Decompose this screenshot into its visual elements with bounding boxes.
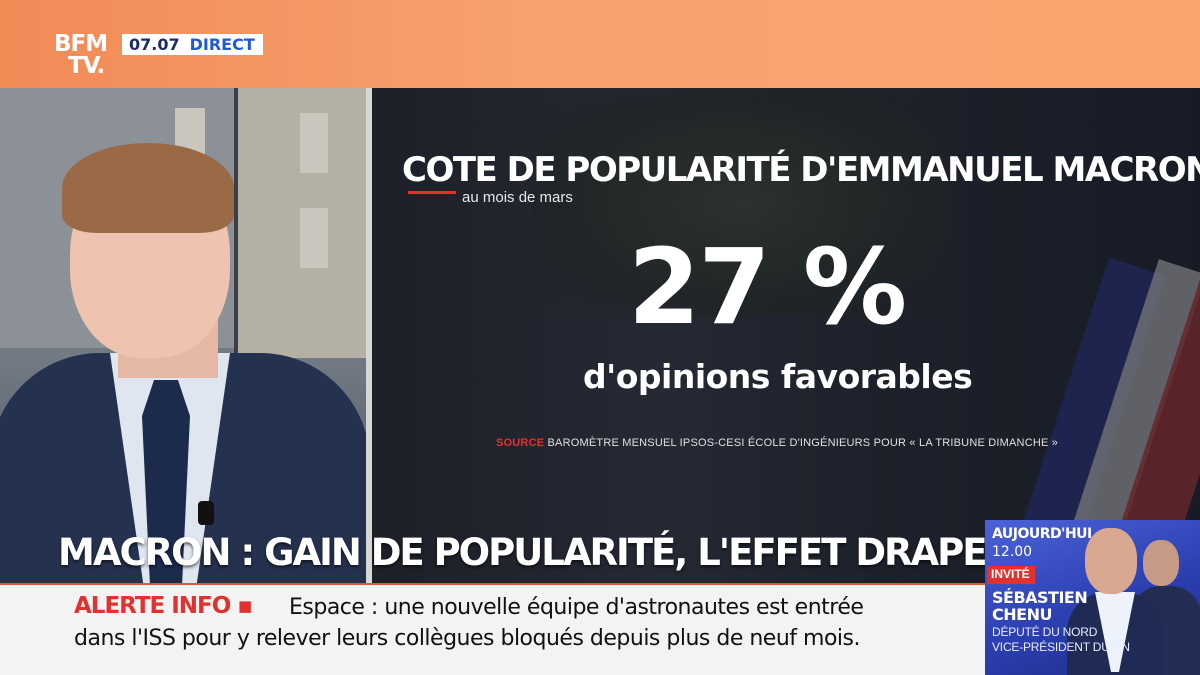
time-live-bar: 07.07 DIRECT [122, 34, 263, 55]
guest-last-name: CHENU [992, 605, 1052, 624]
live-label: DIRECT [189, 35, 255, 54]
clock-time: 07.07 [129, 35, 180, 54]
source-label: SOURCE [496, 437, 545, 449]
panel-divider [366, 88, 372, 588]
lapel-mic-icon [198, 501, 214, 525]
graphic-subtitle: au mois de mars [462, 189, 573, 206]
guest-first-name: SÉBASTIEN [992, 588, 1088, 607]
background-photo [372, 88, 1200, 588]
graphic-title: COTE DE POPULARITÉ D'EMMANUEL MACRON [402, 150, 1200, 190]
title-accent-line [408, 191, 456, 194]
window-shape [300, 113, 328, 173]
alert-label: ALERTE INFO ▪ [74, 593, 253, 619]
popularity-value: 27 % [628, 226, 907, 348]
logo-line-2: TV. [68, 53, 105, 79]
video-frame [0, 88, 1200, 588]
guest-role-line1: DÉPUTÉ DU NORD [992, 625, 1098, 639]
promo-day: AUJOURD'HUI [992, 526, 1092, 542]
presenter-figure [0, 118, 370, 588]
photo-dim-overlay [372, 88, 1200, 588]
news-ticker [0, 583, 985, 675]
headline-banner: MACRON : GAIN DE POPULARITÉ, L'EFFET DRA… [58, 531, 1071, 574]
presenter-hair [62, 143, 234, 233]
invite-badge: INVITÉ [987, 566, 1035, 584]
source-text: BAROMÈTRE MENSUEL IPSOS-CESI ÉCOLE D'ING… [544, 437, 1059, 449]
source-line: SOURCE BAROMÈTRE MENSUEL IPSOS-CESI ÉCOL… [496, 437, 1058, 449]
ticker-text-line1: Espace : une nouvelle équipe d'astronaut… [289, 595, 864, 620]
promo-time: 12.00 [992, 544, 1033, 560]
guest-role-line2: VICE-PRÉSIDENT DU RN [992, 640, 1130, 654]
window-shape [300, 208, 328, 268]
guest2-head [1143, 540, 1179, 586]
guest-promo-card: AUJOURD'HUI 12.00 SÉBASTIEN CHENU DÉPUTÉ… [985, 520, 1200, 675]
frame-divider [234, 88, 238, 368]
channel-logo: BFM TV. [54, 33, 116, 83]
logo-line-1: BFM [54, 31, 108, 57]
value-caption: d'opinions favorables [583, 357, 973, 396]
ticker-text-line2: dans l'ISS pour y relever leurs collègue… [74, 626, 860, 651]
guest-head [1085, 528, 1137, 594]
presenter-tie [142, 380, 190, 588]
